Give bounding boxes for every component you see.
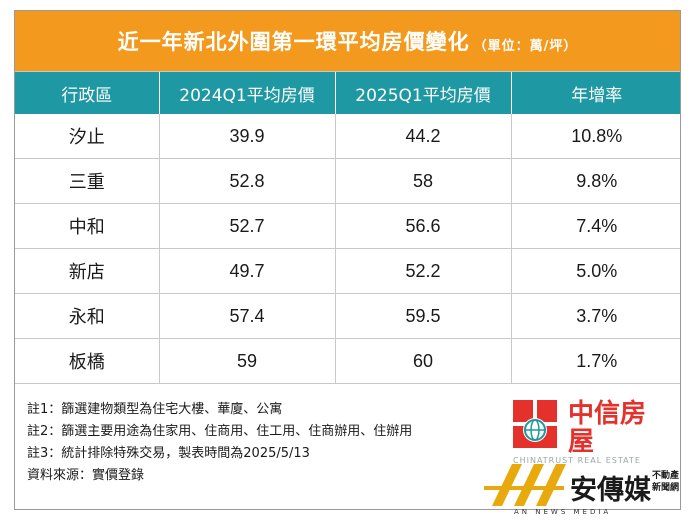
table-row: 汐止 39.9 44.2 10.8%: [15, 114, 680, 159]
title-bar: 近一年新北外圍第一環平均房價變化 （單位：萬/坪）: [15, 11, 680, 72]
district-cell: 汐止: [15, 114, 160, 159]
column-header-2024q1: 2024Q1平均房價: [159, 72, 336, 114]
growth-cell: 9.8%: [511, 158, 680, 204]
footnotes: 註1：篩選建物類型為住宅大樓、華廈、公寓 註2：篩選主要用途為住家用、住商用、住…: [15, 389, 680, 487]
column-header-growth: 年增率: [511, 72, 680, 114]
an-news-media-tagline: 不動產 新聞網: [652, 470, 679, 494]
chinatrust-logo-text: 中信房屋: [568, 399, 647, 457]
table-row: 板橋 59 60 1.7%: [15, 338, 680, 384]
district-cell: 板橋: [15, 338, 160, 384]
district-cell: 新店: [15, 248, 160, 294]
district-cell: 三重: [15, 158, 160, 204]
district-cell: 永和: [15, 293, 160, 339]
price-2025-cell: 58: [335, 158, 512, 204]
price-2025-cell: 52.2: [335, 248, 512, 294]
price-2024-cell: 49.7: [159, 248, 336, 294]
price-table: 行政區 2024Q1平均房價 2025Q1平均房價 年增率 汐止 39.9 44…: [15, 72, 680, 384]
table-row: 永和 57.4 59.5 3.7%: [15, 293, 680, 339]
price-2024-cell: 52.8: [159, 158, 336, 204]
chinatrust-emblem-icon: [513, 400, 557, 448]
price-2024-cell: 39.9: [159, 114, 336, 159]
an-news-media-subtext: AN NEWS MEDIA: [514, 508, 612, 516]
tagline-line: 不動產: [652, 471, 680, 481]
an-news-media-logo: 安傳媒 不動產 新聞網 AN NEWS MEDIA: [478, 458, 693, 520]
price-2024-cell: 52.7: [159, 203, 336, 249]
column-header-2025q1: 2025Q1平均房價: [335, 72, 512, 114]
price-table-card: 近一年新北外圍第一環平均房價變化 （單位：萬/坪） 行政區 2024Q1平均房價…: [14, 10, 681, 510]
district-cell: 中和: [15, 203, 160, 249]
chinatrust-logo-subtext: CHINATRUST REAL ESTATE: [513, 456, 641, 465]
header-row: 行政區 2024Q1平均房價 2025Q1平均房價 年增率: [15, 72, 680, 114]
table-row: 三重 52.8 58 9.8%: [15, 158, 680, 204]
growth-cell: 5.0%: [511, 248, 680, 294]
an-news-media-emblem-icon: [484, 464, 566, 506]
price-2025-cell: 44.2: [335, 114, 512, 159]
price-2024-cell: 59: [159, 338, 336, 384]
footnote: 註1：篩選建物類型為住宅大樓、華廈、公寓: [27, 402, 283, 417]
price-2025-cell: 60: [335, 338, 512, 384]
tagline-line: 新聞網: [652, 483, 680, 493]
column-header-district: 行政區: [15, 72, 160, 114]
table-row: 中和 52.7 56.6 7.4%: [15, 203, 680, 249]
footnote: 註3：統計排除特殊交易，製表時間為2025/5/13: [27, 446, 310, 461]
chinatrust-realty-logo: 中信房屋 CHINATRUST REAL ESTATE: [513, 398, 663, 468]
price-2025-cell: 59.5: [335, 293, 512, 339]
table-row: 新店 49.7 52.2 5.0%: [15, 248, 680, 294]
data-source: 資料來源：實價登錄: [27, 468, 145, 483]
growth-cell: 10.8%: [511, 114, 680, 159]
growth-cell: 1.7%: [511, 338, 680, 384]
table-title: 近一年新北外圍第一環平均房價變化: [117, 30, 470, 54]
price-2024-cell: 57.4: [159, 293, 336, 339]
growth-cell: 3.7%: [511, 293, 680, 339]
unit-label: （單位：萬/坪）: [473, 38, 578, 54]
growth-cell: 7.4%: [511, 203, 680, 249]
price-2025-cell: 56.6: [335, 203, 512, 249]
an-news-media-name: 安傳媒: [570, 475, 651, 506]
footnote: 註2：篩選主要用途為住家用、住商用、住工用、住商辦用、住辦用: [27, 424, 413, 439]
